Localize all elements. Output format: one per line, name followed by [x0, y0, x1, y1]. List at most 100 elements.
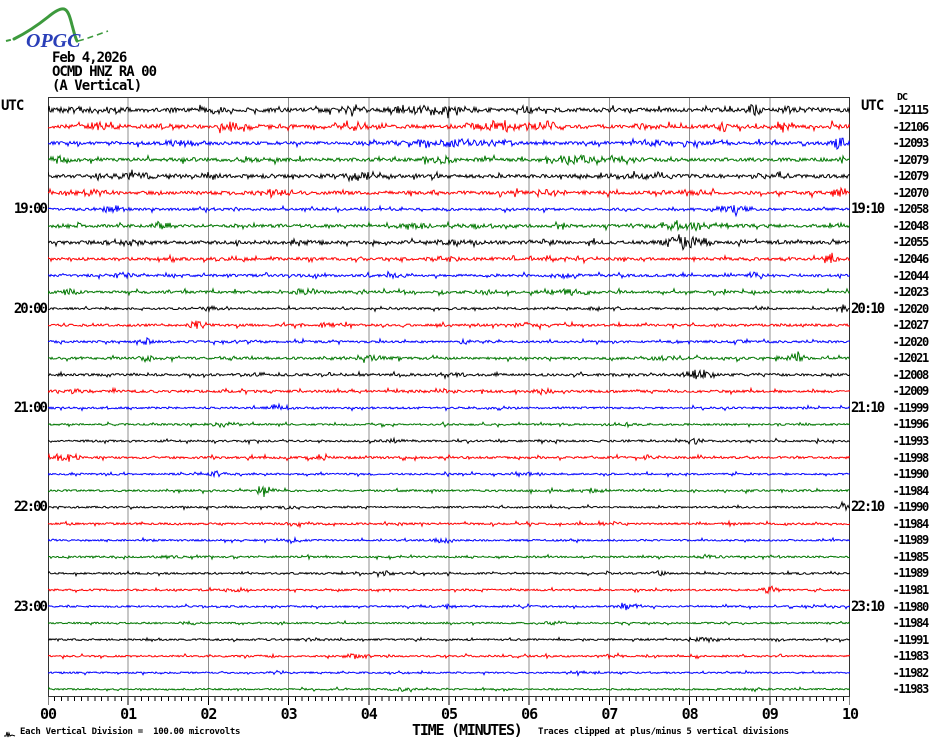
dc-column-label: DC — [897, 92, 908, 103]
hour-label-right: 19:10 — [851, 201, 885, 218]
seismic-trace — [48, 636, 850, 644]
xaxis-tick-label: 09 — [761, 705, 779, 723]
xaxis-tick-label: 10 — [841, 705, 859, 723]
helicorder-plot — [48, 97, 850, 705]
dc-offset-value: -11999 — [892, 400, 929, 415]
dc-offset-value: -12093 — [892, 136, 929, 151]
dc-offset-value: -12023 — [892, 285, 929, 300]
xaxis-tick-label: 02 — [200, 705, 217, 723]
dc-offset-value: -11983 — [892, 649, 929, 664]
seismic-trace — [48, 369, 850, 380]
seismic-trace — [48, 169, 850, 183]
component-label: (A Vertical) — [52, 78, 142, 94]
dc-offset-value: -12008 — [892, 367, 929, 382]
seismic-trace — [48, 569, 850, 579]
seismic-trace — [48, 386, 850, 396]
dc-offset-value: -11982 — [892, 665, 929, 680]
hour-label-right: 22:10 — [851, 499, 885, 516]
seismic-trace — [48, 452, 850, 462]
clip-note: Traces clipped at plus/minus 5 vertical … — [538, 727, 789, 737]
seismic-trace — [48, 470, 850, 479]
xaxis-tick-label: 00 — [39, 705, 57, 723]
station-label: OCMD HNZ RA 00 — [52, 64, 157, 80]
seismic-trace — [48, 553, 850, 561]
seismic-trace — [48, 652, 850, 660]
xaxis-tick-label: 07 — [601, 705, 618, 723]
seismic-trace — [48, 619, 850, 627]
seismic-trace — [48, 535, 850, 545]
xaxis-tick-label: 05 — [440, 705, 458, 723]
seismic-trace — [48, 119, 850, 134]
dc-offset-value: -11980 — [892, 599, 929, 614]
dc-offset-value: -12020 — [892, 334, 929, 349]
dc-offset-value: -11989 — [892, 533, 929, 548]
seismic-trace — [48, 585, 850, 595]
logo-mountain-curve — [12, 7, 79, 43]
seismic-trace — [48, 286, 850, 298]
dc-offset-value: -12009 — [892, 384, 929, 399]
dc-offset-value: -11984 — [892, 483, 929, 498]
seismic-trace — [48, 669, 850, 677]
seismic-trace — [48, 234, 850, 251]
dc-offset-value: -12106 — [892, 119, 929, 134]
dc-offset-value: -12020 — [892, 301, 929, 316]
dc-offset-value: -12046 — [892, 251, 929, 266]
date-label: Feb 4,2026 — [52, 50, 127, 66]
dc-offset-value: -12070 — [892, 185, 929, 200]
dc-offset-value: -11991 — [892, 632, 929, 647]
dc-offset-value: -12044 — [892, 268, 929, 283]
dc-offset-value: -11993 — [892, 434, 929, 448]
seismic-trace — [48, 137, 850, 150]
mini-waveform-icon — [4, 731, 16, 738]
dc-offset-value: -11990 — [892, 467, 929, 482]
opgc-logo: OPGC — [5, 7, 109, 49]
dc-offset-value: -11984 — [892, 516, 929, 531]
utc-left-label: UTC — [1, 98, 24, 114]
dc-offset-value: -11989 — [892, 566, 929, 581]
seismic-trace — [48, 320, 850, 331]
xaxis-tick-label: 03 — [280, 705, 298, 723]
dc-offset-value: -11998 — [892, 450, 929, 465]
xaxis-tick-label: 06 — [521, 705, 538, 723]
xaxis-title: TIME (MINUTES) — [412, 721, 523, 739]
hour-label-right: 20:10 — [851, 300, 885, 317]
seismic-trace — [48, 421, 850, 429]
dc-offset-value: -11996 — [892, 417, 929, 432]
hour-label-right: 23:10 — [851, 598, 885, 615]
logo-text: OPGC — [26, 30, 81, 49]
dc-offset-value: -12079 — [892, 152, 929, 167]
seismic-trace — [48, 204, 850, 218]
seismic-trace — [48, 252, 850, 265]
hour-label-left: 20:00 — [13, 300, 48, 317]
dc-offset-value: -12079 — [892, 169, 929, 184]
dc-offset-value: -11984 — [892, 616, 929, 631]
seismic-trace — [48, 500, 850, 512]
dc-offset-value: -11983 — [892, 682, 929, 697]
hour-label-right: 21:10 — [851, 399, 885, 416]
dc-offset-value: -12021 — [892, 351, 929, 366]
seismic-trace — [48, 686, 850, 693]
seismic-trace — [48, 103, 850, 119]
hour-label-left: 22:00 — [13, 499, 48, 516]
seismic-trace — [48, 153, 850, 167]
seismic-trace — [48, 270, 850, 281]
seismic-trace — [48, 220, 850, 232]
dc-offset-value: -12048 — [892, 218, 929, 233]
seismic-trace — [48, 519, 850, 529]
hour-label-left: 23:00 — [13, 598, 48, 615]
dc-offset-value: -11990 — [892, 500, 929, 515]
seismic-trace — [48, 485, 850, 497]
dc-offset-value: -12115 — [892, 103, 929, 117]
seismic-trace — [48, 602, 850, 611]
dc-offset-value: -12055 — [892, 235, 929, 250]
xaxis-tick-label: 08 — [681, 705, 699, 723]
seismic-trace — [48, 186, 850, 200]
hour-label-left: 19:00 — [13, 201, 48, 218]
dc-offset-value: -12027 — [892, 318, 929, 333]
seismic-trace — [48, 304, 850, 313]
xaxis-tick-label: 04 — [360, 705, 378, 723]
hour-label-left: 21:00 — [13, 399, 48, 416]
seismic-trace — [48, 336, 850, 347]
seismic-trace — [48, 402, 850, 412]
